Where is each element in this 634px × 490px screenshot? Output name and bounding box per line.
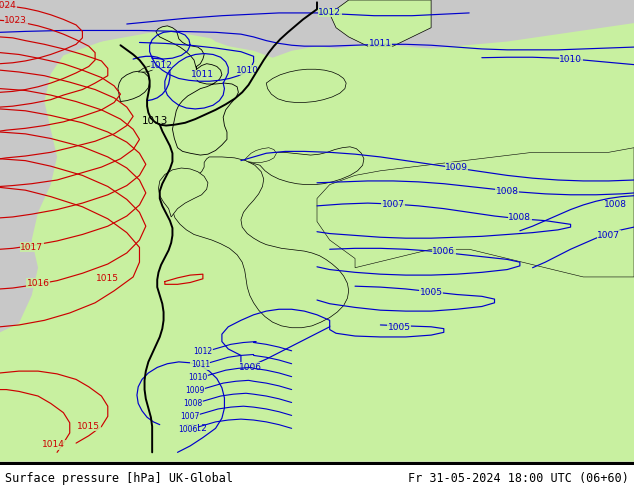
Text: 1014: 1014 xyxy=(42,441,65,449)
Text: 1008: 1008 xyxy=(508,213,531,222)
Polygon shape xyxy=(266,69,346,102)
Text: Fr 31-05-2024 18:00 UTC (06+60): Fr 31-05-2024 18:00 UTC (06+60) xyxy=(408,471,629,485)
Text: 1015: 1015 xyxy=(77,422,100,431)
Polygon shape xyxy=(118,71,150,101)
Text: 1024: 1024 xyxy=(0,1,16,10)
Text: 1017: 1017 xyxy=(20,243,43,252)
Text: 1010: 1010 xyxy=(188,373,207,382)
Polygon shape xyxy=(0,0,139,332)
Text: 1011: 1011 xyxy=(191,70,214,79)
Text: 1012: 1012 xyxy=(185,424,208,433)
Text: 1016: 1016 xyxy=(27,279,49,288)
Text: 1012: 1012 xyxy=(193,347,212,356)
Text: 1006: 1006 xyxy=(432,247,455,256)
Text: 1012: 1012 xyxy=(318,8,341,17)
Text: 1006: 1006 xyxy=(239,363,262,372)
Text: 1007: 1007 xyxy=(597,231,620,240)
Text: 1005: 1005 xyxy=(388,323,411,332)
Text: 1012: 1012 xyxy=(150,61,173,70)
Text: 1008: 1008 xyxy=(183,399,202,408)
Text: 1011: 1011 xyxy=(369,39,392,49)
Polygon shape xyxy=(158,168,208,217)
Text: 1006: 1006 xyxy=(178,425,197,434)
Text: 1008: 1008 xyxy=(604,200,626,209)
Polygon shape xyxy=(0,23,634,462)
Polygon shape xyxy=(317,147,634,277)
Polygon shape xyxy=(156,26,204,69)
Text: 1011: 1011 xyxy=(191,360,210,369)
Polygon shape xyxy=(172,64,238,155)
Text: 1013: 1013 xyxy=(142,117,169,126)
Text: 1007: 1007 xyxy=(181,412,200,421)
Text: 1005: 1005 xyxy=(420,288,443,296)
Text: 1023: 1023 xyxy=(4,16,27,25)
Text: 1009: 1009 xyxy=(186,386,205,395)
Polygon shape xyxy=(138,66,155,72)
Text: 1009: 1009 xyxy=(445,163,468,172)
Text: 1010: 1010 xyxy=(236,66,259,74)
Bar xyxy=(0,462,634,465)
Polygon shape xyxy=(139,0,349,55)
Text: Surface pressure [hPa] UK-Global: Surface pressure [hPa] UK-Global xyxy=(5,471,233,485)
Polygon shape xyxy=(330,0,431,46)
Text: 1010: 1010 xyxy=(559,54,582,64)
Polygon shape xyxy=(247,147,364,185)
Text: 1015: 1015 xyxy=(96,274,119,283)
Polygon shape xyxy=(245,147,276,163)
Text: 1008: 1008 xyxy=(496,187,519,196)
Text: 1007: 1007 xyxy=(382,199,404,209)
Polygon shape xyxy=(172,157,349,328)
